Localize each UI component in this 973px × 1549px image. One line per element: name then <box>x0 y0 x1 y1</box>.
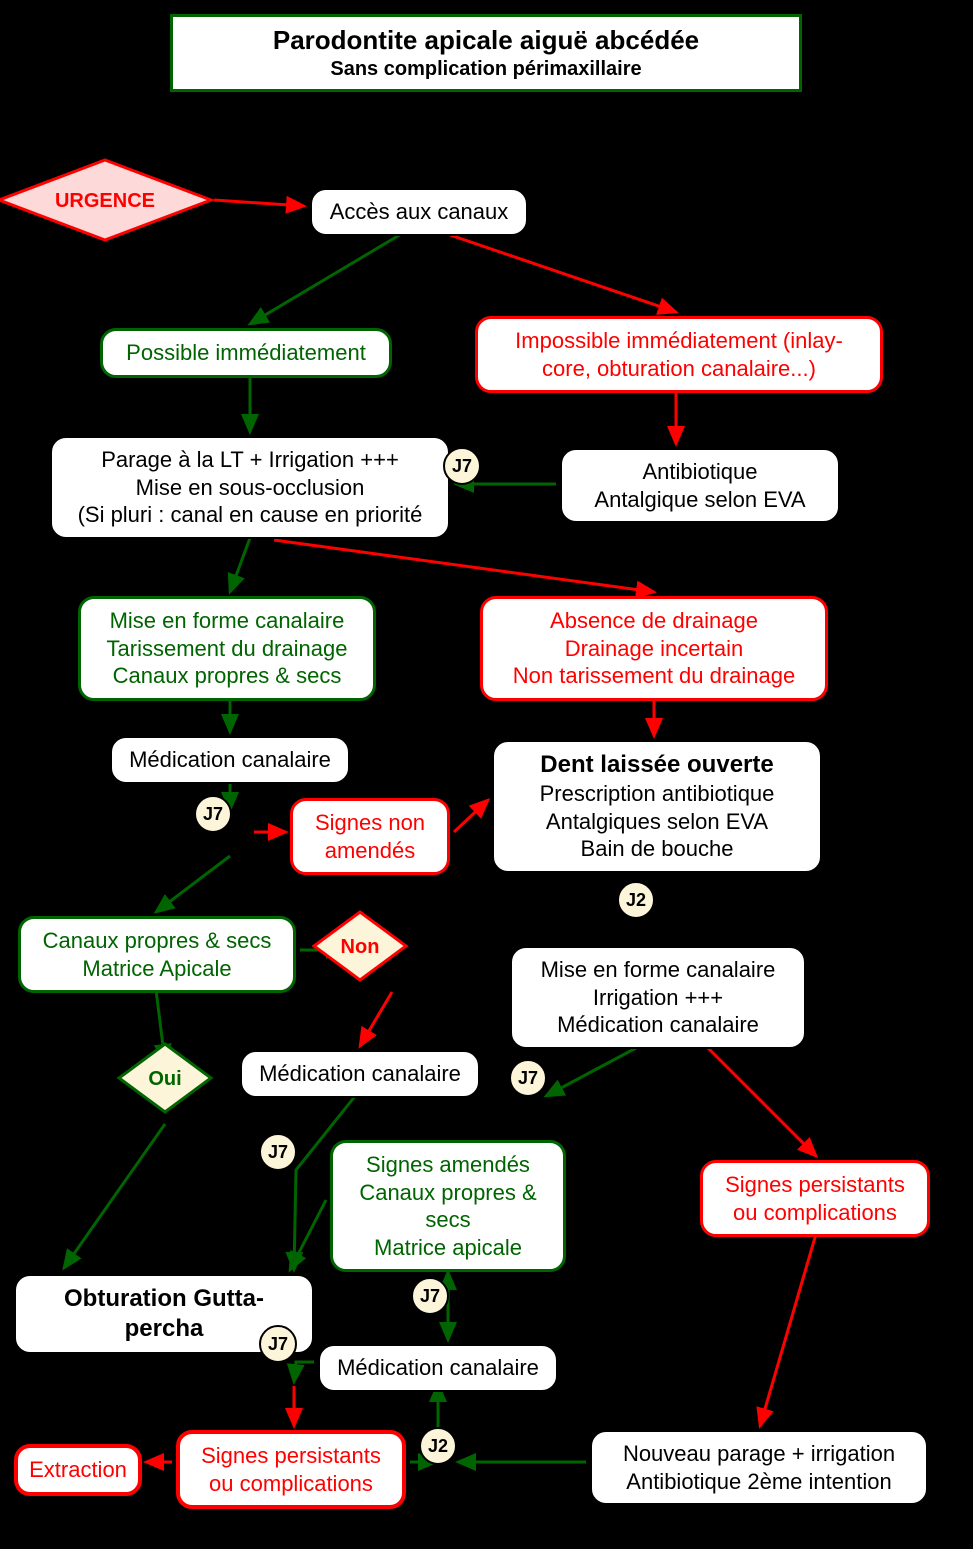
acces-node: Accès aux canaux <box>310 188 528 236</box>
j7_2: J7 <box>194 795 232 833</box>
oui-label: Oui <box>148 1068 181 1090</box>
absence-node: Absence de drainageDrainage incertainNon… <box>480 596 828 701</box>
signesamendes-node: Signes amendésCanaux propres &secsMatric… <box>330 1140 566 1272</box>
medic1-node: Médication canalaire <box>110 736 350 784</box>
miseenforme1-node: Mise en forme canalaireTarissement du dr… <box>78 596 376 701</box>
arrow-0 <box>214 200 304 206</box>
arrow-22 <box>708 1048 816 1156</box>
arrow-23 <box>546 1048 636 1096</box>
arrow-17 <box>64 1124 165 1268</box>
j7_5: J7 <box>411 1277 449 1315</box>
signespers2-node: Signes persistantsou complications <box>176 1430 406 1509</box>
arrow-15 <box>360 992 392 1046</box>
miseenforme2-node: Mise en forme canalaireIrrigation +++Méd… <box>510 946 806 1049</box>
dentouverte-title: Dent laissée ouverte <box>540 750 773 780</box>
arrow-12 <box>454 800 488 832</box>
arrow-1 <box>250 224 418 324</box>
dentouverte-node: Dent laissée ouvertePrescription antibio… <box>492 740 822 873</box>
arrow-2 <box>418 224 676 312</box>
j2_2: J2 <box>419 1427 457 1465</box>
urgence-diamond <box>0 160 211 240</box>
arrow-16 <box>156 990 165 1062</box>
j2_1: J2 <box>617 881 655 919</box>
arrow-6 <box>230 538 250 592</box>
canauxpropres-node: Canaux propres & secsMatrice Apicale <box>18 916 296 993</box>
arrow-24 <box>760 1234 816 1426</box>
title-box: Parodontite apicale aiguë abcédée Sans c… <box>170 14 802 92</box>
non-diamond <box>314 912 406 980</box>
urgence-label: URGENCE <box>55 190 155 212</box>
medic2-node: Médication canalaire <box>240 1050 480 1098</box>
signesnon-node: Signes nonamendés <box>290 798 450 875</box>
j7_4: J7 <box>259 1133 297 1171</box>
parage-node: Parage à la LT + Irrigation +++Mise en s… <box>50 436 450 539</box>
j7_3: J7 <box>509 1059 547 1097</box>
signespers1-node: Signes persistantsou complications <box>700 1160 930 1237</box>
arrow-25 <box>294 1362 314 1382</box>
title-subtitle: Sans complication périmaxillaire <box>197 58 775 81</box>
non-label: Non <box>341 936 380 958</box>
arrow-19 <box>290 1200 326 1270</box>
arrow-7 <box>274 540 654 592</box>
medic3-node: Médication canalaire <box>318 1344 558 1392</box>
dentouverte-body: Prescription antibiotiqueAntalgiques sel… <box>540 780 775 863</box>
j7_6: J7 <box>259 1325 297 1363</box>
nouveauparage-node: Nouveau parage + irrigationAntibiotique … <box>590 1430 928 1505</box>
impossible-node: Impossible immédiatement (inlay-core, ob… <box>475 316 883 393</box>
oui-diamond <box>119 1044 211 1112</box>
extraction-node: Extraction <box>14 1444 142 1496</box>
antibio-node: AntibiotiqueAntalgique selon EVA <box>560 448 840 523</box>
arrow-13 <box>156 856 230 912</box>
possible-node: Possible immédiatement <box>100 328 392 378</box>
title-main: Parodontite apicale aiguë abcédée <box>197 25 775 56</box>
j7_1: J7 <box>443 447 481 485</box>
